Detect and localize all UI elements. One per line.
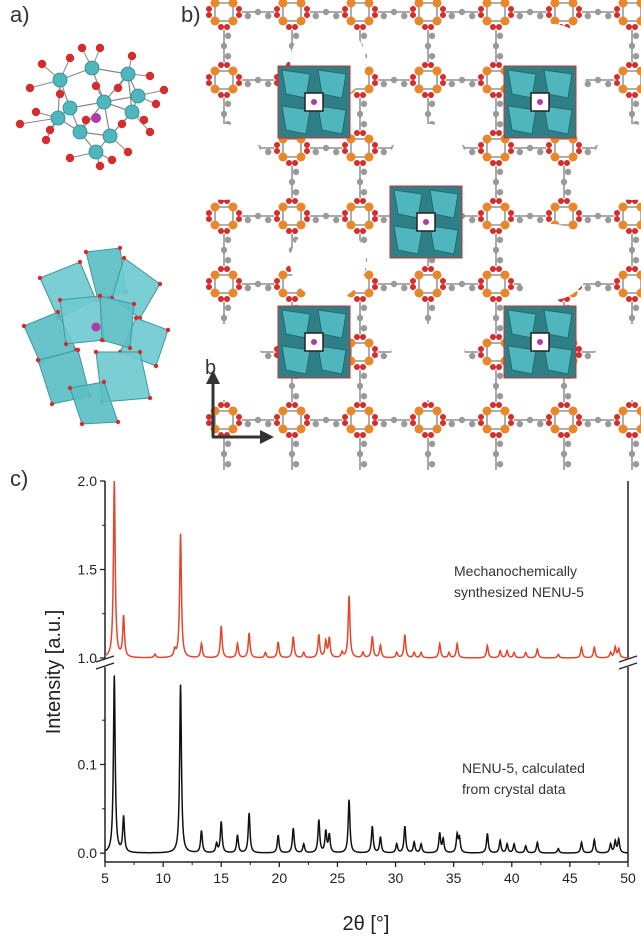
series-1-label-line-2: synthesized NENU-5 (454, 584, 584, 600)
x-tick-label: 35 (446, 870, 462, 886)
x-tick-label: 25 (330, 870, 346, 886)
x-tick-label: 5 (101, 870, 109, 886)
series-mechanochemical-trace (104, 480, 629, 659)
panel-c-label: c) (10, 466, 29, 491)
x-tick-label: 15 (213, 870, 229, 886)
x-tick-label: 40 (504, 870, 520, 886)
chart-ticks: 5 10 15 20 25 30 35 40 45 50 1.0 1.5 2.0 0.0 0.1 (78, 473, 636, 886)
y-axis-title: Intensity [a.u.] (43, 610, 65, 735)
series-2-label-line-1: NENU-5, calculated (462, 760, 585, 776)
axis-break-mark (618, 662, 638, 670)
y-tick-label: 1.5 (78, 562, 98, 578)
panel-a-label: a) (10, 2, 30, 27)
chart-traces (104, 480, 629, 854)
series-calculated-trace (104, 675, 629, 854)
panel-b-label: b) (181, 2, 201, 27)
chart-frame (95, 481, 638, 863)
axis-break-mark (95, 662, 115, 670)
axis-break-gap (95, 659, 115, 666)
axis-break-mark (618, 655, 638, 663)
series-1-label-line-1: Mechanochemically (454, 563, 577, 579)
axis-break-mark (95, 655, 115, 663)
b-axis-label: b (205, 357, 217, 379)
x-tick-label: 10 (155, 870, 171, 886)
y-tick-label: 1.0 (78, 650, 98, 666)
series-2-label-line-2: from crystal data (462, 781, 566, 797)
x-tick-label: 45 (562, 870, 578, 886)
y-tick-label: 2.0 (78, 473, 98, 489)
x-tick-label: 30 (388, 870, 404, 886)
y-tick-label: 0.0 (78, 845, 98, 861)
axis-break-gap (618, 659, 638, 666)
x-tick-label: 50 (620, 870, 636, 886)
y-tick-label: 0.1 (78, 757, 98, 773)
x-axis-title: 2θ [°] (343, 913, 390, 935)
x-tick-label: 20 (272, 870, 288, 886)
